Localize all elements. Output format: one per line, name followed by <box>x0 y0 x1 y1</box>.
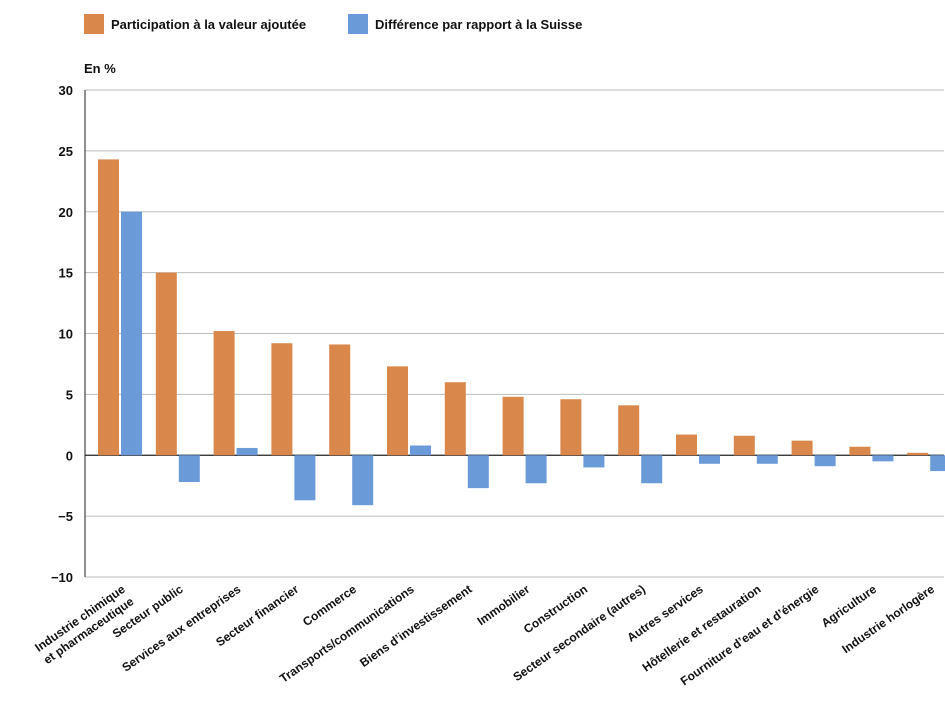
y-tick-label: −5 <box>58 509 73 524</box>
bar-participation-7 <box>502 396 524 456</box>
x-category-label-line: Biens d’investissement <box>357 582 474 670</box>
x-category-label-6: Biens d’investissement <box>357 582 474 670</box>
bar-participation-14 <box>907 452 929 456</box>
bar-difference-8 <box>583 455 605 468</box>
y-tick-label: 5 <box>66 387 73 402</box>
bar-difference-11 <box>756 455 778 464</box>
bar-difference-4 <box>352 455 374 506</box>
bar-difference-0 <box>121 211 142 456</box>
y-tick-label: 0 <box>66 448 73 463</box>
x-category-label-line: Immobilier <box>475 582 533 628</box>
bar-difference-12 <box>814 455 836 467</box>
y-tick-label: 30 <box>59 83 73 98</box>
bar-participation-11 <box>733 435 755 456</box>
bar-difference-3 <box>294 455 316 501</box>
y-tick-label: −10 <box>51 570 73 585</box>
bar-difference-14 <box>930 455 945 472</box>
legend-swatch-difference <box>348 14 368 34</box>
bar-difference-7 <box>525 455 547 484</box>
x-category-label-7: Immobilier <box>475 582 533 628</box>
bar-difference-13 <box>872 455 894 462</box>
bar-participation-2 <box>213 331 235 456</box>
y-tick-label: 10 <box>59 327 73 342</box>
bar-participation-8 <box>560 399 582 456</box>
bars <box>98 159 945 506</box>
y-tick-label: 25 <box>59 144 73 159</box>
bar-participation-10 <box>676 434 697 456</box>
bar-participation-0 <box>98 159 119 456</box>
bar-difference-10 <box>699 455 720 464</box>
bar-difference-9 <box>641 455 663 484</box>
bar-difference-1 <box>178 455 200 483</box>
bar-participation-12 <box>791 440 813 456</box>
bar-participation-13 <box>849 446 871 456</box>
y-axis-ticks: 30 25 20 15 10 5 0 −5 −10 <box>51 83 73 585</box>
bar-participation-3 <box>271 343 293 456</box>
bar-difference-5 <box>410 445 431 456</box>
legend-label-difference: Différence par rapport à la Suisse <box>375 17 582 32</box>
bar-difference-2 <box>236 447 258 456</box>
bar-participation-1 <box>155 272 177 456</box>
bar-participation-5 <box>387 366 408 456</box>
legend-swatch-participation <box>84 14 104 34</box>
y-tick-label: 15 <box>59 266 73 281</box>
legend-label-participation: Participation à la valeur ajoutée <box>111 17 306 32</box>
y-tick-label: 20 <box>59 205 73 220</box>
bar-participation-9 <box>618 405 640 456</box>
y-axis-unit-label: En % <box>84 61 116 76</box>
bar-difference-6 <box>467 455 489 489</box>
bar-participation-6 <box>444 382 466 456</box>
legend: Participation à la valeur ajoutée Différ… <box>84 14 582 34</box>
bar-participation-4 <box>329 344 351 456</box>
